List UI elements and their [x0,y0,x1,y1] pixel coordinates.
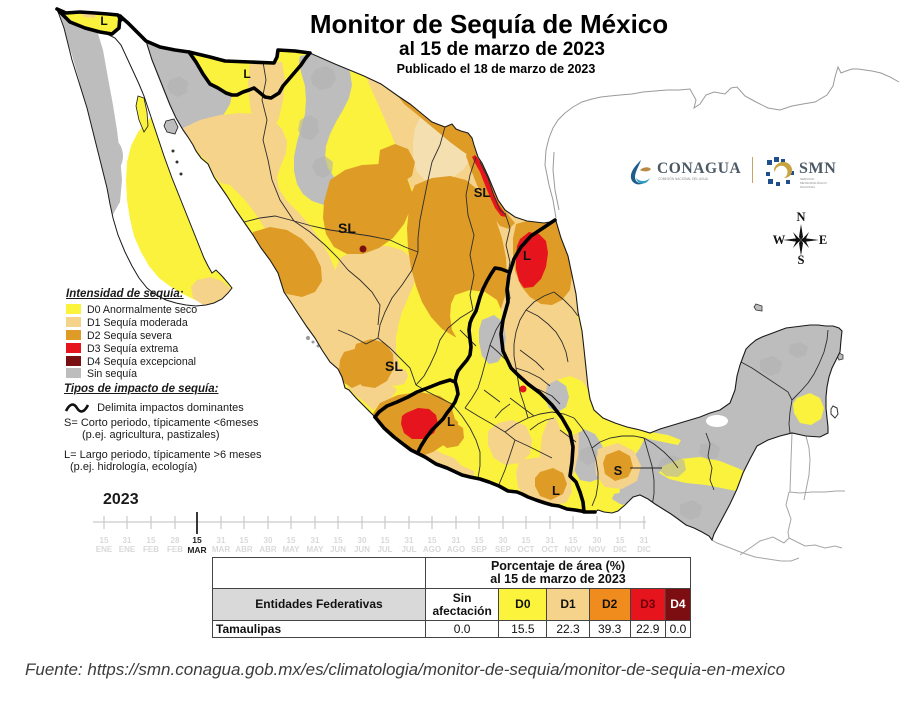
svg-text:15: 15 [569,536,578,545]
svg-text:15: 15 [522,536,531,545]
svg-text:JUN: JUN [330,545,346,554]
svg-text:METEOROLÓGICO: METEOROLÓGICO [800,180,828,185]
svg-text:SERVICIO: SERVICIO [800,177,815,181]
svg-text:L: L [243,67,250,81]
svg-text:AGO: AGO [423,545,441,554]
svg-text:CONAGUA: CONAGUA [657,160,741,177]
svg-text:15: 15 [616,536,625,545]
svg-text:31: 31 [452,536,461,545]
svg-text:31: 31 [217,536,226,545]
svg-text:FEB: FEB [143,545,159,554]
svg-text:L: L [523,248,531,263]
svg-text:NOV: NOV [588,545,606,554]
svg-text:AGO: AGO [447,545,465,554]
svg-text:ABR: ABR [235,545,253,554]
svg-text:15: 15 [334,536,343,545]
svg-text:SEP: SEP [471,545,488,554]
svg-text:30: 30 [358,536,367,545]
svg-text:NACIONAL: NACIONAL [800,185,816,189]
svg-text:15: 15 [287,536,296,545]
svg-text:COMISIÓN NACIONAL DEL AGUA: COMISIÓN NACIONAL DEL AGUA [658,176,709,181]
svg-text:MAY: MAY [306,545,324,554]
svg-text:SL: SL [385,358,403,374]
svg-text:31: 31 [405,536,414,545]
svg-text:L: L [100,14,107,28]
svg-text:15: 15 [381,536,390,545]
svg-text:MAY: MAY [282,545,300,554]
svg-text:31: 31 [640,536,649,545]
svg-text:30: 30 [264,536,273,545]
svg-text:L: L [552,483,560,498]
svg-text:SL: SL [338,220,356,236]
svg-text:31: 31 [311,536,320,545]
svg-text:15: 15 [192,535,202,545]
svg-text:MAR: MAR [187,545,206,555]
svg-text:30: 30 [593,536,602,545]
svg-text:W: W [773,233,786,247]
svg-text:SMN: SMN [799,160,836,177]
svg-text:JUN: JUN [354,545,370,554]
svg-text:ABR: ABR [259,545,277,554]
svg-text:OCT: OCT [542,545,559,554]
svg-text:JUL: JUL [377,545,392,554]
svg-text:15: 15 [428,536,437,545]
svg-text:15: 15 [475,536,484,545]
svg-text:S: S [798,253,805,267]
svg-text:E: E [819,233,827,247]
svg-text:15: 15 [100,536,109,545]
svg-text:SL: SL [474,185,491,200]
svg-text:31: 31 [123,536,132,545]
svg-text:FEB: FEB [167,545,183,554]
svg-text:SEP: SEP [495,545,512,554]
svg-text:DIC: DIC [613,545,627,554]
svg-text:ENE: ENE [96,545,113,554]
svg-text:MAR: MAR [212,545,230,554]
svg-text:N: N [796,210,805,224]
svg-text:31: 31 [546,536,555,545]
svg-text:L: L [447,414,455,429]
svg-text:JUL: JUL [401,545,416,554]
svg-text:28: 28 [171,536,180,545]
svg-text:ENE: ENE [119,545,136,554]
svg-text:NOV: NOV [564,545,582,554]
svg-text:S: S [614,463,623,478]
svg-text:15: 15 [147,536,156,545]
svg-text:30: 30 [499,536,508,545]
svg-text:DIC: DIC [637,545,651,554]
svg-text:OCT: OCT [518,545,535,554]
svg-text:15: 15 [240,536,249,545]
